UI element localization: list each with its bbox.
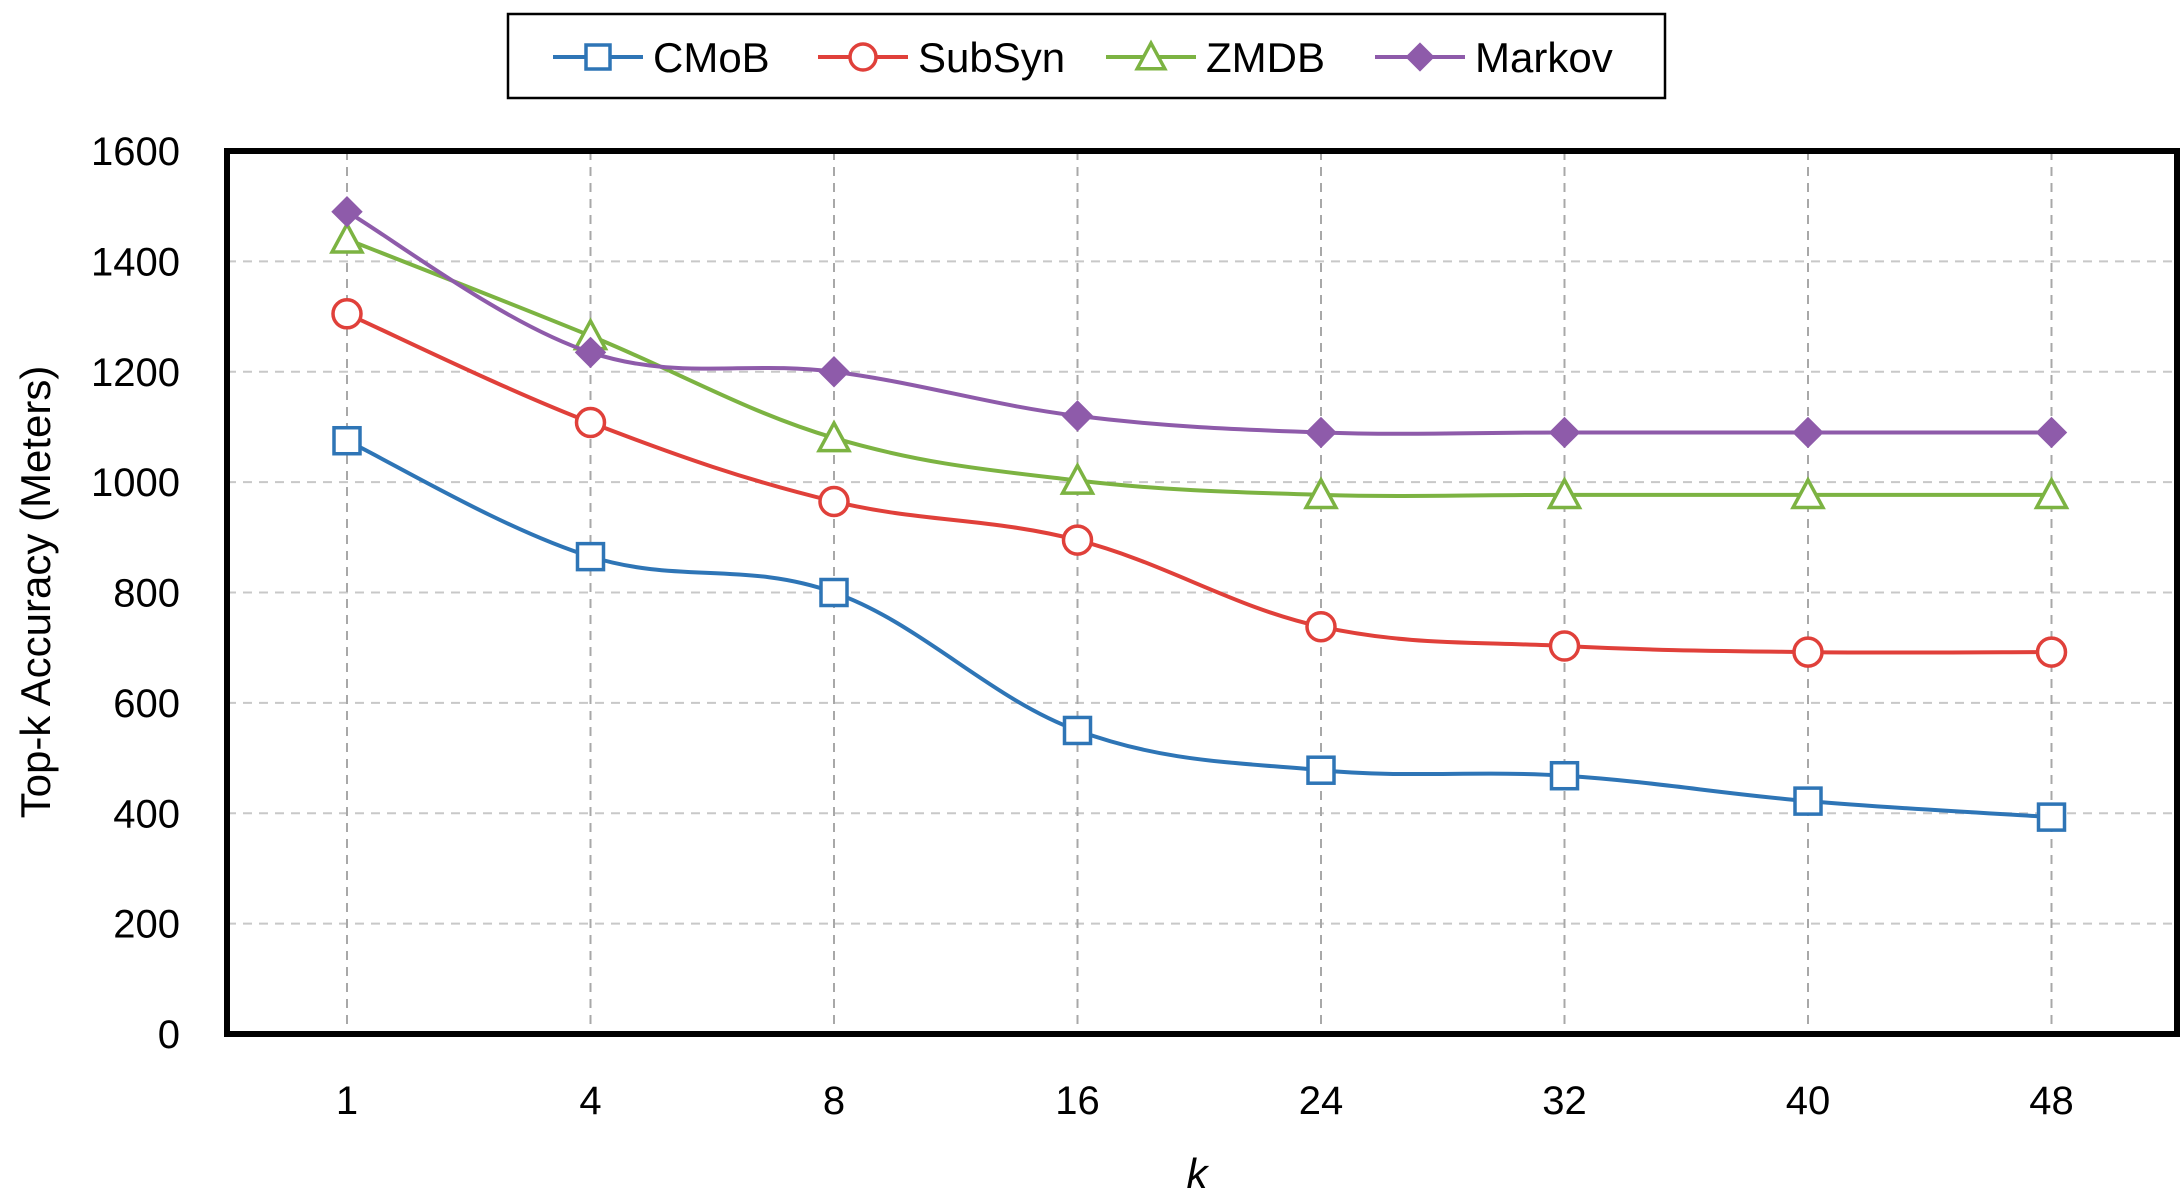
legend-marker-markov <box>1405 42 1435 72</box>
x-tick-label: 1 <box>336 1079 358 1123</box>
data-point-cmob <box>1062 715 1093 746</box>
data-point-zmdb <box>1059 461 1096 495</box>
series-layer <box>329 195 2070 832</box>
data-point-cmob <box>819 577 849 608</box>
data-point-markov <box>818 356 850 388</box>
data-point-zmdb <box>1790 476 1826 510</box>
grid-lines <box>227 151 2177 1034</box>
data-point-markov <box>1548 416 1581 449</box>
y-tick-label: 1400 <box>91 240 180 284</box>
legend-marker-subsyn <box>848 42 878 72</box>
x-tick-label: 40 <box>1786 1079 1831 1123</box>
series-line-markov <box>345 209 2052 436</box>
data-point-subsyn <box>818 485 850 518</box>
x-tick-label: 16 <box>1055 1079 1100 1123</box>
legend-item-zmdb: ZMDB <box>1106 34 1325 81</box>
legend-item-markov: Markov <box>1375 34 1613 81</box>
y-tick-label: 1000 <box>91 461 180 505</box>
data-point-subsyn <box>1061 524 1094 556</box>
data-point-subsyn <box>1792 636 1824 668</box>
data-point-cmob <box>332 425 362 456</box>
data-point-subsyn <box>574 406 607 439</box>
data-point-cmob <box>1549 760 1580 791</box>
data-point-markov <box>2035 416 2068 449</box>
data-point-cmob <box>1306 755 1336 785</box>
data-point-zmdb <box>816 419 852 453</box>
y-tick-label: 200 <box>113 903 180 947</box>
y-tick-label: 1600 <box>91 130 180 174</box>
legend-label-subsyn: SubSyn <box>918 34 1065 81</box>
legend-marker-cmob <box>584 43 612 71</box>
series-cmob <box>332 425 2067 832</box>
data-point-markov <box>1061 400 1094 432</box>
data-point-markov <box>1792 416 1824 449</box>
data-point-markov <box>1305 416 1337 449</box>
series-line-cmob <box>346 438 2052 820</box>
y-tick-label: 800 <box>113 572 180 616</box>
data-point-zmdb <box>1303 476 1339 510</box>
data-point-zmdb <box>2033 476 2070 510</box>
x-tick-label: 4 <box>579 1079 601 1123</box>
x-axis-ticks: 1 4 8 16 24 32 40 48 <box>336 1079 2074 1123</box>
legend-item-cmob: CMoB <box>553 34 770 81</box>
data-point-markov <box>574 336 607 369</box>
x-tick-label: 8 <box>823 1079 845 1123</box>
legend-items: CMoB SubSyn ZMDB Markov <box>553 34 1613 81</box>
data-point-subsyn <box>331 298 363 330</box>
data-point-cmob <box>575 541 606 572</box>
y-tick-label: 600 <box>113 682 180 726</box>
x-tick-label: 32 <box>1542 1079 1587 1123</box>
plot-area-frame <box>224 148 2180 1037</box>
series-line-subsyn <box>346 311 2052 655</box>
x-tick-label: 24 <box>1299 1079 1344 1123</box>
series-line-zmdb <box>346 237 2052 498</box>
data-point-subsyn <box>1305 610 1337 643</box>
y-axis-ticks: 0 200 400 600 800 1000 1200 1400 1600 <box>91 130 180 1057</box>
data-point-zmdb <box>329 220 365 254</box>
data-point-cmob <box>2036 802 2067 832</box>
legend-label-markov: Markov <box>1475 34 1613 81</box>
legend-marker-zmdb <box>1134 39 1168 71</box>
x-tick-label: 48 <box>2029 1079 2074 1123</box>
data-point-markov <box>331 195 363 228</box>
legend-box <box>506 12 1667 100</box>
series-subsyn <box>331 298 2068 668</box>
data-point-subsyn <box>1548 630 1581 662</box>
data-point-subsyn <box>2035 636 2068 668</box>
y-tick-label: 1200 <box>91 351 180 395</box>
y-tick-label: 400 <box>113 792 180 836</box>
legend-item-subsyn: SubSyn <box>818 34 1065 81</box>
data-point-zmdb <box>1546 476 1583 510</box>
y-axis-title: Top-k Accuracy (Meters) <box>12 366 59 819</box>
y-tick-label: 0 <box>158 1013 180 1057</box>
legend-label-zmdb: ZMDB <box>1206 34 1325 81</box>
x-axis-title: k <box>1187 1150 1210 1197</box>
legend: CMoB SubSyn ZMDB Markov <box>506 12 1667 100</box>
data-point-cmob <box>1793 786 1823 816</box>
legend-label-cmob: CMoB <box>653 34 770 81</box>
series-markov <box>331 195 2068 449</box>
